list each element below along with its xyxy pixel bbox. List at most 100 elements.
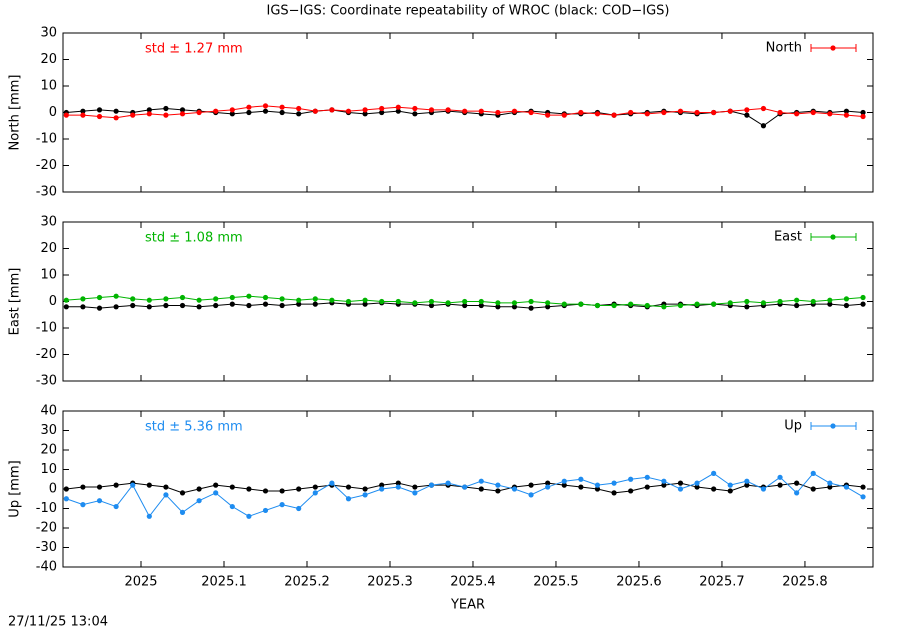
data-point — [727, 300, 733, 306]
data-point — [661, 478, 667, 484]
legend-label: East — [774, 230, 802, 245]
data-point — [279, 104, 285, 110]
data-point — [727, 482, 733, 488]
data-point — [279, 109, 285, 116]
data-point — [345, 484, 352, 490]
legend-label: Up — [784, 419, 802, 434]
data-point — [96, 294, 103, 301]
data-point — [611, 112, 617, 118]
data-point — [661, 482, 667, 488]
data-point — [810, 470, 816, 476]
data-point — [594, 111, 601, 117]
data-point — [495, 488, 501, 494]
data-point — [146, 482, 152, 488]
data-point — [312, 484, 318, 490]
y-tick-label: -20 — [36, 158, 57, 173]
data-point — [561, 478, 567, 484]
annotation: std ± 1.08 mm — [145, 231, 243, 246]
y-tick-label: 30 — [40, 26, 57, 41]
data-point — [860, 301, 866, 307]
data-point — [578, 484, 584, 490]
data-point — [628, 109, 634, 116]
y-tick-label: 0 — [49, 294, 57, 309]
data-point — [860, 109, 866, 116]
data-point — [345, 496, 352, 502]
data-point — [279, 502, 285, 508]
data-point — [760, 300, 767, 306]
data-point — [561, 112, 567, 118]
data-point — [96, 107, 103, 113]
data-point — [528, 305, 534, 311]
data-point — [843, 302, 850, 309]
y-tick-label: -10 — [36, 321, 57, 336]
data-point — [727, 108, 733, 114]
data-point — [345, 298, 352, 305]
data-point — [130, 112, 136, 118]
data-point — [395, 480, 401, 486]
data-point — [163, 105, 169, 112]
x-tick-label: 2025 — [124, 575, 157, 590]
data-point — [279, 302, 285, 309]
data-point — [113, 482, 119, 488]
series — [63, 470, 866, 519]
y-tick-label: -30 — [36, 185, 57, 200]
data-point — [229, 111, 235, 117]
data-point — [445, 480, 451, 486]
data-point — [478, 478, 484, 484]
data-point — [362, 301, 368, 307]
data-point — [827, 297, 833, 303]
data-point — [462, 108, 468, 114]
data-point — [163, 302, 169, 309]
data-point — [810, 486, 816, 492]
data-point — [827, 301, 833, 307]
y-tick-label: 10 — [40, 462, 57, 477]
data-point — [677, 108, 684, 114]
data-point — [146, 513, 152, 519]
data-point — [528, 492, 534, 498]
data-point — [113, 115, 119, 121]
annotation: std ± 1.27 mm — [145, 42, 243, 57]
x-tick-label: 2025.6 — [616, 575, 662, 590]
x-tick-label: 2025.7 — [699, 575, 745, 590]
data-point — [827, 480, 833, 486]
data-point — [445, 107, 451, 113]
data-point — [694, 109, 700, 116]
data-point — [96, 484, 103, 490]
data-point — [794, 302, 800, 309]
data-point — [246, 109, 252, 116]
data-point — [777, 482, 783, 488]
data-point — [179, 509, 186, 515]
plot-area — [63, 103, 866, 129]
data-point — [644, 474, 650, 480]
data-point — [395, 104, 401, 110]
data-point — [246, 513, 252, 519]
y-tick-label: -10 — [36, 132, 57, 147]
data-point — [428, 107, 435, 113]
data-point — [428, 302, 435, 309]
data-point — [744, 482, 750, 488]
data-point — [379, 482, 385, 488]
data-point — [196, 486, 202, 492]
data-point — [860, 484, 866, 490]
x-tick-label: 2025.4 — [450, 575, 496, 590]
legend-swatch — [830, 45, 836, 51]
data-point — [312, 108, 318, 114]
data-point — [694, 301, 700, 307]
legend-swatch — [830, 234, 836, 240]
data-point — [711, 301, 717, 307]
data-point — [744, 107, 750, 113]
data-point — [130, 302, 136, 309]
data-point — [611, 302, 617, 309]
data-point — [594, 482, 601, 488]
data-point — [644, 111, 650, 117]
data-point — [445, 300, 451, 306]
data-point — [379, 486, 385, 492]
data-point — [412, 490, 418, 496]
data-point — [495, 109, 501, 116]
data-point — [246, 104, 252, 110]
data-point — [146, 297, 152, 303]
data-point — [113, 108, 119, 114]
data-point — [163, 484, 169, 490]
data-point — [428, 298, 435, 305]
